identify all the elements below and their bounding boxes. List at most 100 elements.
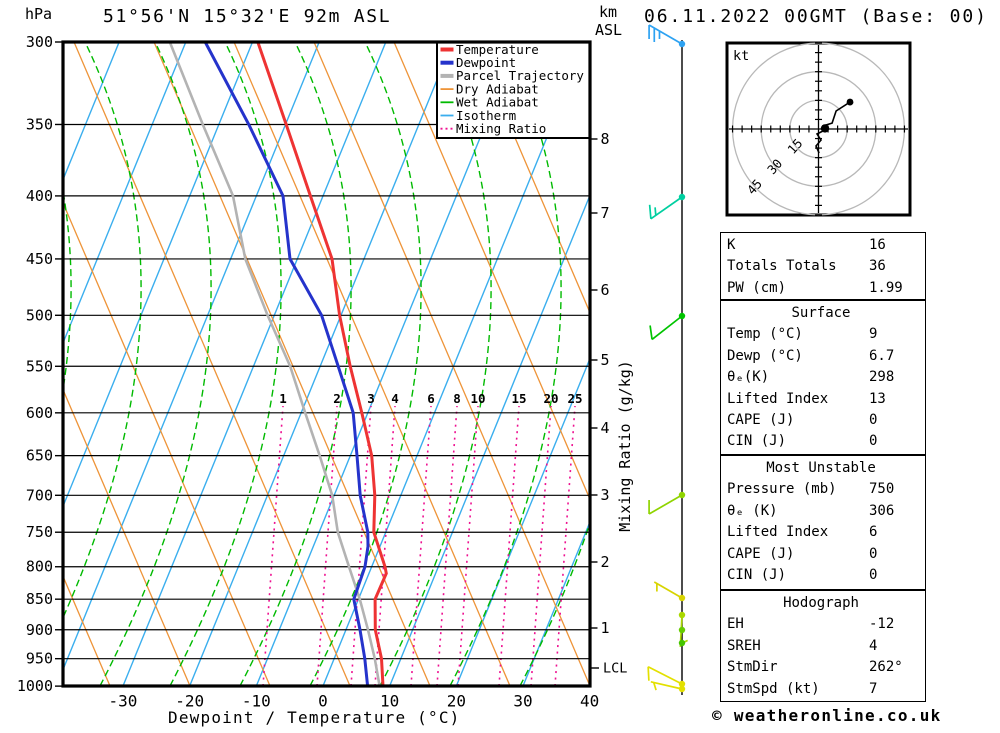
barb-staff bbox=[653, 581, 683, 599]
isotherm-line bbox=[63, 42, 187, 345]
table-row: EH -12 bbox=[727, 614, 925, 635]
km-tick-label: 5 bbox=[601, 351, 610, 369]
mixing-ratio-line bbox=[457, 405, 479, 686]
mixing-ratio-line bbox=[350, 405, 372, 686]
temp-tick-label: 20 bbox=[447, 692, 466, 711]
row-value: 750 bbox=[869, 481, 895, 498]
km-tick-label: 8 bbox=[601, 130, 610, 148]
row-value: 36 bbox=[869, 258, 886, 275]
wind-barb bbox=[653, 581, 686, 602]
mixing-ratio-value: 8 bbox=[453, 391, 461, 406]
table-row: CIN (J) 0 bbox=[727, 431, 925, 452]
barb-level-dot bbox=[678, 685, 686, 693]
mixing-ratio-line bbox=[262, 405, 284, 686]
pressure-tick-label: 350 bbox=[26, 115, 53, 133]
mixing-ratio-line bbox=[410, 405, 432, 686]
legend-label: Isotherm bbox=[456, 108, 516, 123]
indices-table: K 16 Totals Totals 36 PW (cm) 1.99 bbox=[720, 232, 926, 300]
mixing-ratio-line bbox=[316, 405, 338, 686]
row-value: 13 bbox=[869, 390, 886, 407]
temp-tick-label: -10 bbox=[242, 692, 271, 711]
table-row: θₑ(K) 298 bbox=[727, 367, 925, 388]
isotherm-line bbox=[255, 42, 520, 686]
mixing-ratio-value: 4 bbox=[391, 391, 399, 406]
wet-adiabat-line bbox=[239, 42, 352, 686]
km-tick-label: 1 bbox=[601, 619, 610, 637]
km-tick-label: 7 bbox=[601, 204, 610, 222]
row-value: 7 bbox=[869, 680, 878, 697]
km-tick-label: 4 bbox=[601, 419, 610, 437]
wind-barb bbox=[650, 680, 686, 693]
table-row: Pressure (mb) 750 bbox=[727, 479, 925, 500]
most-unstable-table: Most Unstable Pressure (mb) 750 θₑ (K) 306 Li… bbox=[720, 455, 926, 590]
legend-label: Wet Adiabat bbox=[456, 95, 539, 110]
row-label: CAPE (J) bbox=[727, 412, 795, 429]
mixing-ratio-value: 20 bbox=[543, 391, 558, 406]
km-tick-label: 3 bbox=[601, 486, 610, 504]
pressure-tick-label: 500 bbox=[26, 306, 53, 324]
row-value: 0 bbox=[869, 433, 878, 450]
temperature-curve bbox=[256, 42, 388, 686]
table-row: PW (cm) 1.99 bbox=[727, 278, 925, 299]
table-title: Surface bbox=[791, 305, 851, 321]
hodograph-trace-end-dot bbox=[846, 98, 854, 106]
barb-half-feather bbox=[652, 682, 657, 691]
wind-barb bbox=[649, 312, 686, 341]
row-label: Pressure (mb) bbox=[727, 481, 837, 498]
row-value: 9 bbox=[869, 326, 878, 343]
barb-staff bbox=[648, 494, 683, 515]
temp-tick-label: 40 bbox=[580, 692, 599, 711]
table-row: CIN (J) 0 bbox=[727, 565, 925, 586]
row-label: SREH bbox=[727, 637, 761, 654]
pressure-tick-label: 650 bbox=[26, 447, 53, 465]
row-value: 6 bbox=[869, 524, 878, 541]
mixing-ratio-value: 10 bbox=[470, 391, 485, 406]
barb-staff bbox=[651, 315, 683, 341]
mixing-ratio-line bbox=[530, 405, 552, 686]
row-label: CIN (J) bbox=[727, 567, 787, 584]
row-label: CIN (J) bbox=[727, 433, 787, 450]
isotherm-line bbox=[189, 42, 454, 686]
barb-staff bbox=[650, 680, 683, 690]
row-value: 16 bbox=[869, 237, 886, 253]
mixing-ratio-line bbox=[436, 405, 458, 686]
mixing-ratio-value: 6 bbox=[427, 391, 435, 406]
row-value: 1.99 bbox=[869, 279, 903, 296]
dry-adiabat-line bbox=[393, 42, 590, 501]
dry-adiabat-line bbox=[63, 201, 271, 686]
dry-adiabat-line bbox=[473, 42, 590, 315]
barb-level-dot bbox=[678, 193, 686, 201]
barb-feather bbox=[649, 325, 653, 340]
row-value: 6.7 bbox=[869, 347, 895, 364]
isotherm-line bbox=[63, 42, 120, 182]
run-date: 06.11.2022 00GMT (Base: 00) bbox=[644, 6, 988, 27]
row-label: Dewp (°C) bbox=[727, 347, 803, 364]
row-label: StmSpd (kt) bbox=[727, 680, 820, 697]
altitude-axis-unit-asl: ASL bbox=[595, 21, 623, 39]
table-row: Lifted Index 6 bbox=[727, 522, 925, 543]
pressure-tick-label: 300 bbox=[26, 33, 53, 51]
table-row: Temp (°C) 9 bbox=[727, 324, 925, 345]
legend-box bbox=[436, 41, 591, 139]
row-label: θₑ (K) bbox=[727, 502, 778, 519]
row-value: 4 bbox=[869, 637, 878, 654]
barb-level-dot bbox=[678, 626, 686, 634]
wet-adiabat-line bbox=[63, 187, 72, 394]
mixing-ratio-value: 2 bbox=[333, 391, 341, 406]
row-label: Temp (°C) bbox=[727, 326, 803, 343]
hodograph-ring-label: 30 bbox=[764, 156, 785, 177]
table-title: Most Unstable bbox=[766, 460, 876, 476]
table-row: θₑ (K) 306 bbox=[727, 501, 925, 522]
wind-barb bbox=[648, 491, 686, 515]
pressure-tick-label: 600 bbox=[26, 404, 53, 422]
barb-level-dot bbox=[678, 40, 686, 48]
row-label: StmDir bbox=[727, 659, 778, 676]
row-value: -12 bbox=[869, 616, 895, 633]
barb-level-dot bbox=[678, 680, 686, 688]
barb-half-feather bbox=[654, 207, 657, 216]
isotherm-line bbox=[63, 42, 320, 672]
copyright-credit: © weatheronline.co.uk bbox=[712, 706, 942, 725]
